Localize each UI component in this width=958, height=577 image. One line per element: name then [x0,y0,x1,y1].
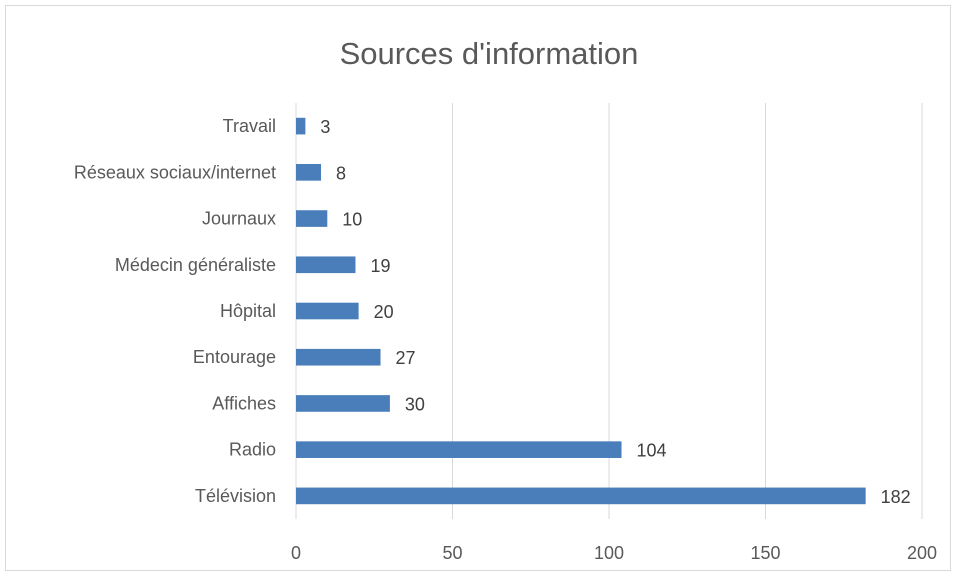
data-label: 8 [336,163,346,183]
data-label: 10 [342,210,362,230]
data-label: 27 [396,348,416,368]
category-label: Affiches [212,393,276,413]
x-tick-label: 200 [907,543,937,563]
category-label: Entourage [193,347,276,367]
x-axis-tick-labels: 0 50 100 150 200 [291,543,937,563]
data-label: 104 [637,441,667,461]
x-tick-label: 50 [442,543,462,563]
bar [296,441,622,458]
category-label: Médecin généraliste [115,255,276,275]
x-tick-label: 150 [750,543,780,563]
category-label: Journaux [202,209,276,229]
bar [296,487,866,505]
category-label: Télévision [195,486,276,506]
bar [296,348,381,366]
category-labels: Travail Réseaux sociaux/internet Journaux M… [74,116,276,506]
category-label: Radio [229,440,276,460]
data-label: 182 [881,487,911,507]
bar [296,395,390,412]
category-label: Hôpital [220,301,276,321]
chart-title: Sources d'information [340,36,639,71]
x-tick-label: 100 [594,543,624,563]
bar [296,210,328,227]
category-label: Réseaux sociaux/internet [74,162,276,182]
data-label: 19 [370,256,390,276]
chart-area [5,5,951,571]
bar [296,117,306,135]
bar [296,256,356,274]
data-label: 3 [320,117,330,137]
data-label: 20 [374,302,394,322]
bar [296,302,359,320]
bars [296,117,866,505]
bar [296,164,322,181]
data-label: 30 [405,394,425,414]
x-tick-label: 0 [291,543,301,563]
data-labels: 3 8 10 19 20 27 30 104 182 [320,117,910,507]
category-label: Travail [223,116,276,136]
